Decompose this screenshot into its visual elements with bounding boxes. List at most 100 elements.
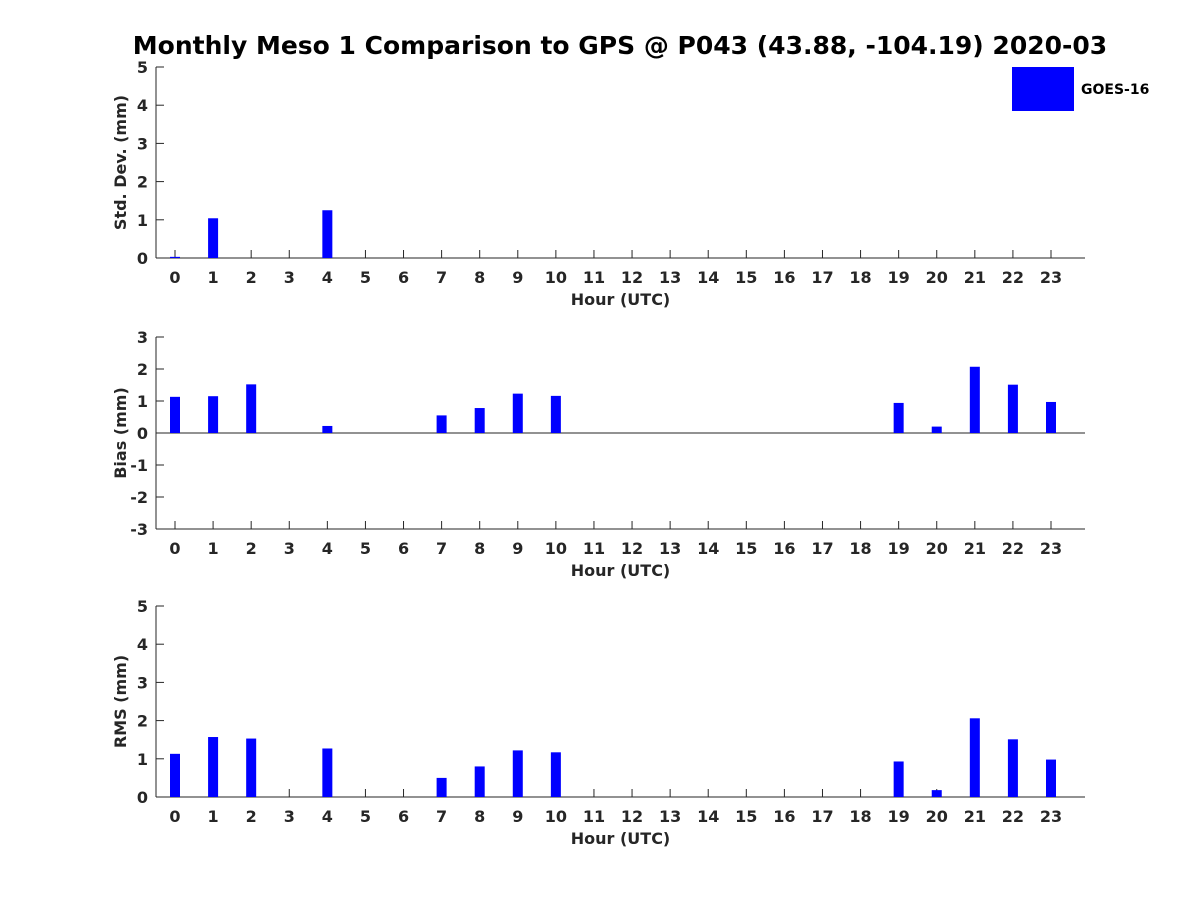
rms-x-tick-label: 3 [284,807,295,826]
std-dev-x-tick-label: 23 [1040,268,1062,287]
bias-x-tick-label: 14 [697,539,719,558]
rms-bar [550,752,561,797]
rms-x-tick-label: 13 [659,807,681,826]
std-dev-x-tick-label: 4 [322,268,333,287]
bias-y-axis-label: Bias (mm) [111,387,130,479]
std-dev-x-tick-label: 15 [735,268,757,287]
bias-x-tick-label: 19 [888,539,910,558]
rms-y-tick-label: 4 [137,635,148,654]
bias-x-tick-label: 22 [1002,539,1024,558]
rms-x-tick-label: 9 [512,807,523,826]
rms-x-tick-label: 12 [621,807,643,826]
rms-x-tick-label: 23 [1040,807,1062,826]
rms-x-tick-label: 2 [246,807,257,826]
rms-y-axis-label: RMS (mm) [111,655,130,748]
bias-x-tick-label: 15 [735,539,757,558]
bias-y-tick-label: 2 [137,360,148,379]
std-dev-x-tick-label: 11 [583,268,605,287]
std-dev-x-tick-label: 9 [512,268,523,287]
rms-bar [969,718,980,797]
rms-y-tick-label: 3 [137,673,148,692]
legend-label: GOES-16 [1081,82,1149,98]
bias-bar [436,415,447,433]
std-dev-x-tick-label: 10 [545,268,567,287]
std-dev-x-tick-label: 16 [773,268,795,287]
bias-y-tick-label: 1 [137,392,148,411]
bias-x-tick-label: 18 [849,539,871,558]
rms-bar [1007,739,1018,797]
rms-bar [1046,759,1056,797]
rms-bar [170,753,180,797]
bias-x-tick-label: 6 [398,539,409,558]
bias-x-tick-label: 10 [545,539,567,558]
rms-bar [246,738,257,797]
bias-bar [931,426,942,433]
bias-bar [170,396,180,433]
std-dev-x-tick-label: 21 [964,268,986,287]
bias-bar [474,408,485,433]
legend-swatch [1012,67,1074,111]
rms-x-tick-label: 10 [545,807,567,826]
rms-x-tick-label: 15 [735,807,757,826]
rms-x-tick-label: 20 [926,807,948,826]
rms-x-tick-label: 1 [208,807,219,826]
rms-bar [474,766,485,797]
std-dev-y-tick-label: 3 [137,134,148,153]
bias-x-tick-label: 13 [659,539,681,558]
std-dev-x-tick-label: 7 [436,268,447,287]
rms-bar [322,748,333,797]
rms-y-tick-label: 1 [137,750,148,769]
std-dev-x-tick-label: 5 [360,268,371,287]
rms-x-tick-label: 14 [697,807,719,826]
bias-x-tick-label: 1 [208,539,219,558]
rms-x-axis-label: Hour (UTC) [571,829,671,848]
bias-bar [1046,401,1056,433]
rms-x-tick-label: 18 [849,807,871,826]
rms-bar [208,737,219,797]
std-dev-x-tick-label: 17 [811,268,833,287]
bias-x-tick-label: 12 [621,539,643,558]
std-dev-x-tick-label: 14 [697,268,719,287]
bias-bar [1007,384,1018,433]
std-dev-x-axis-label: Hour (UTC) [571,290,671,309]
bias-y-tick-label: 0 [137,424,148,443]
rms-x-tick-label: 16 [773,807,795,826]
bias-x-tick-label: 20 [926,539,948,558]
bias-y-tick-label: -1 [130,456,148,475]
rms-x-tick-label: 7 [436,807,447,826]
bias-bar [550,395,561,433]
std-dev-x-tick-label: 13 [659,268,681,287]
std-dev-bar [170,256,180,258]
std-dev-x-tick-label: 19 [888,268,910,287]
rms-x-tick-label: 17 [811,807,833,826]
bias-x-tick-label: 2 [246,539,257,558]
std-dev-y-axis-label: Std. Dev. (mm) [111,95,130,230]
bias-x-tick-label: 11 [583,539,605,558]
bias-bar [246,384,257,433]
rms-bar [931,790,942,797]
bias-x-tick-label: 16 [773,539,795,558]
std-dev-y-tick-label: 4 [137,96,148,115]
bias-bar [322,425,333,433]
legend: GOES-16 [1012,67,1149,111]
std-dev-x-tick-label: 1 [208,268,219,287]
std-dev-x-tick-label: 8 [474,268,485,287]
bias-x-tick-label: 7 [436,539,447,558]
std-dev-x-tick-label: 0 [169,268,180,287]
std-dev-x-tick-label: 12 [621,268,643,287]
rms-y-tick-label: 5 [137,597,148,616]
rms-bar [893,761,904,797]
rms-x-tick-label: 22 [1002,807,1024,826]
rms-bar [436,777,447,797]
bias-bar [893,402,904,433]
bias-x-tick-label: 4 [322,539,333,558]
std-dev-x-tick-label: 2 [246,268,257,287]
bias-bar [512,393,523,433]
rms-y-tick-label: 0 [137,788,148,807]
figure-title: Monthly Meso 1 Comparison to GPS @ P043 … [133,31,1107,60]
bias-x-tick-label: 5 [360,539,371,558]
bias-x-tick-label: 9 [512,539,523,558]
bias-bar [969,366,980,433]
